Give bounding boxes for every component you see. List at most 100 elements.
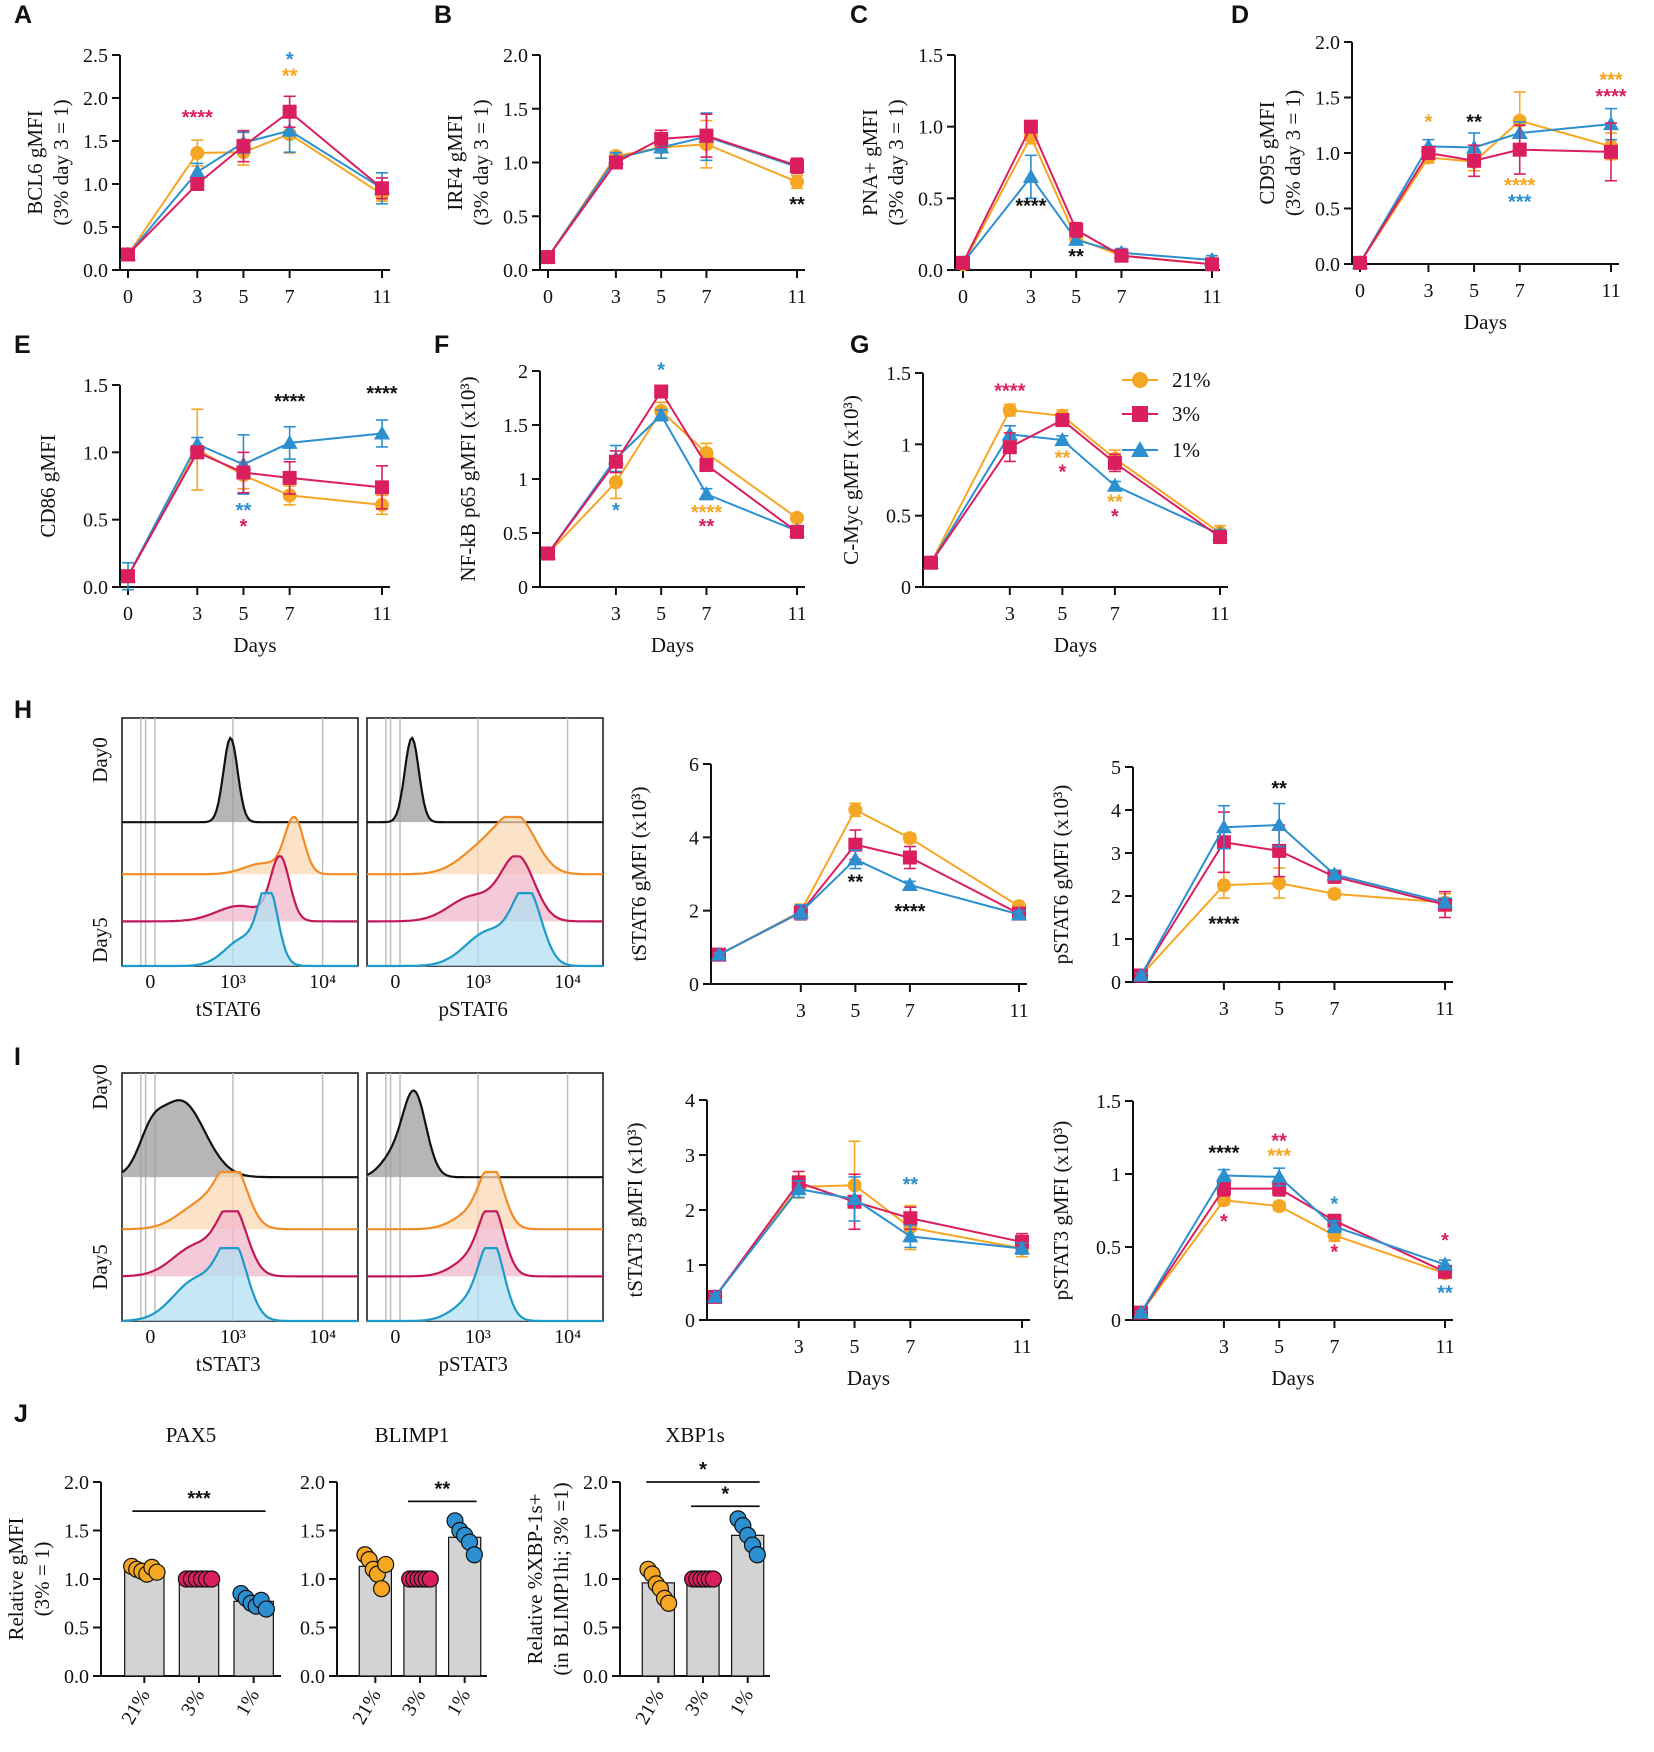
x-axis-title: Days xyxy=(1271,1366,1314,1390)
y-axis-title: pSTAT3 gMFI (x10³) xyxy=(1049,1121,1073,1301)
series-line xyxy=(547,134,798,258)
point xyxy=(790,510,804,525)
x-tick-label: 7 xyxy=(701,286,711,308)
point xyxy=(608,155,623,170)
x-tick-label: 3 xyxy=(1423,280,1433,302)
series-line xyxy=(718,843,1020,956)
x-tick-label: 7 xyxy=(905,1336,915,1358)
x-tick-label: 7 xyxy=(1329,998,1339,1020)
panel-letter: E xyxy=(14,331,31,359)
significance-label: **** xyxy=(691,502,722,524)
y-tick-label: 0 xyxy=(689,974,699,996)
point xyxy=(608,475,623,490)
chart-title: XBP1s xyxy=(665,1423,725,1447)
x-tick-label: 5 xyxy=(1274,998,1284,1020)
series-line xyxy=(714,1184,1023,1298)
point xyxy=(1205,257,1219,272)
series-3% xyxy=(121,95,389,262)
chart-A: 0.0 0.5 1.0 1.5 2.0 2.5 0 3 5 7 11 BCL6 gMFI (3% day… xyxy=(14,1,392,308)
point xyxy=(608,454,623,469)
y-tick-label: 0.5 xyxy=(503,206,528,228)
point xyxy=(1114,248,1129,263)
histogram-marker-label: tSTAT6 xyxy=(196,997,261,1021)
x-tick-label: 11 xyxy=(787,286,806,308)
chart-B: 0.0 0.5 1.0 1.5 2.0 0 3 5 7 11 IRF4 gMFI (3% day 3 … xyxy=(434,1,807,308)
point xyxy=(903,1211,918,1226)
y-tick-label: 0.0 xyxy=(503,260,528,282)
x-tick-label: 3 xyxy=(796,1000,806,1022)
significance-label: ** xyxy=(848,872,864,894)
histogram-panel: 0 10³ 10⁴ pSTAT6 xyxy=(366,717,604,1021)
significance-label: **** xyxy=(182,107,213,129)
point xyxy=(790,158,804,173)
data-point xyxy=(257,1600,275,1618)
panel-letter: D xyxy=(1231,1,1249,29)
point xyxy=(902,831,917,846)
point xyxy=(924,555,938,570)
x-tick-label: 7 xyxy=(285,286,295,308)
x-tick-label: 3 xyxy=(1026,286,1036,308)
significance-label: *** xyxy=(1508,192,1532,214)
histogram-curve xyxy=(367,815,603,876)
histogram-layer: H I Day0 Day5 Day0 Day5 0 10³ 10⁴ tSTAT6 0 10³ 10⁴ pS… xyxy=(14,696,604,1376)
y-tick-label: 2 xyxy=(518,361,528,383)
y-tick-label: 0.0 xyxy=(64,1666,89,1688)
series-3% xyxy=(121,445,389,584)
histogram-fill xyxy=(122,1248,358,1321)
series-line xyxy=(127,110,383,256)
x-tick-label: 3 xyxy=(1005,603,1015,625)
legend: 21% 3% 1% xyxy=(1122,368,1211,462)
chart-title: BLIMP1 xyxy=(375,1423,450,1447)
histogram-tick-label: 0 xyxy=(390,1326,400,1348)
y-tick-label: 1 xyxy=(901,434,911,456)
histogram-tick-label: 0 xyxy=(145,1326,155,1348)
y-tick-label: 1.5 xyxy=(886,363,911,385)
x-tick-label: 1% xyxy=(443,1686,475,1720)
significance-label: * xyxy=(240,516,248,538)
y-axis-title: CD95 gMFI xyxy=(1255,101,1279,204)
x-tick-label: 7 xyxy=(1329,1336,1339,1358)
chart-G: 00.511.53 5 7 11C-Myc gMFI (x10³)DaysG*****… xyxy=(839,331,1230,657)
y-tick-label: 0.5 xyxy=(886,506,911,528)
y-tick-label: 0.5 xyxy=(1096,1237,1121,1259)
significance-label: **** xyxy=(994,380,1025,402)
x-axis-title: Days xyxy=(651,633,694,657)
x-tick-label: 5 xyxy=(238,286,248,308)
y-tick-label: 2.0 xyxy=(1315,32,1340,54)
y-tick-label: 1.5 xyxy=(583,1521,608,1543)
significance-label: **** xyxy=(1504,175,1535,197)
row-label-day5: Day5 xyxy=(88,1244,112,1290)
x-tick-label: 3 xyxy=(611,603,621,625)
x-tick-label: 3% xyxy=(681,1686,713,1720)
y-axis-title: tSTAT6 gMFI (x10³) xyxy=(627,787,651,962)
series-21% xyxy=(708,1140,1029,1304)
point xyxy=(1437,1256,1453,1271)
significance-label: * xyxy=(1441,1230,1449,1252)
histogram-tick-label: 10⁴ xyxy=(309,971,336,993)
x-tick-label: 11 xyxy=(1435,1336,1454,1358)
series-line xyxy=(547,413,798,555)
histogram-marker-label: tSTAT3 xyxy=(196,1352,261,1376)
series-21% xyxy=(1353,91,1618,270)
y-tick-label: 2.0 xyxy=(503,45,528,67)
histogram-fill xyxy=(122,1100,358,1178)
y-tick-label: 0.0 xyxy=(83,260,108,282)
panel-letter: G xyxy=(850,331,869,359)
histogram-fill xyxy=(122,1172,358,1230)
significance-label: * xyxy=(1111,506,1119,528)
point xyxy=(699,457,714,472)
panel-letter: F xyxy=(434,331,449,359)
histogram-tick-label: 0 xyxy=(390,971,400,993)
panel-letter: H xyxy=(14,696,32,724)
panel-letter: I xyxy=(14,1043,21,1071)
series-3% xyxy=(541,113,804,265)
y-axis-title: IRF4 gMFI xyxy=(443,114,467,210)
series-3% xyxy=(1353,122,1618,270)
point xyxy=(848,802,863,817)
significance-label: ** xyxy=(1055,447,1071,469)
legend-item-3: 3% xyxy=(1122,402,1200,426)
row-label-day0: Day0 xyxy=(88,737,112,783)
histogram-frame xyxy=(121,717,359,967)
